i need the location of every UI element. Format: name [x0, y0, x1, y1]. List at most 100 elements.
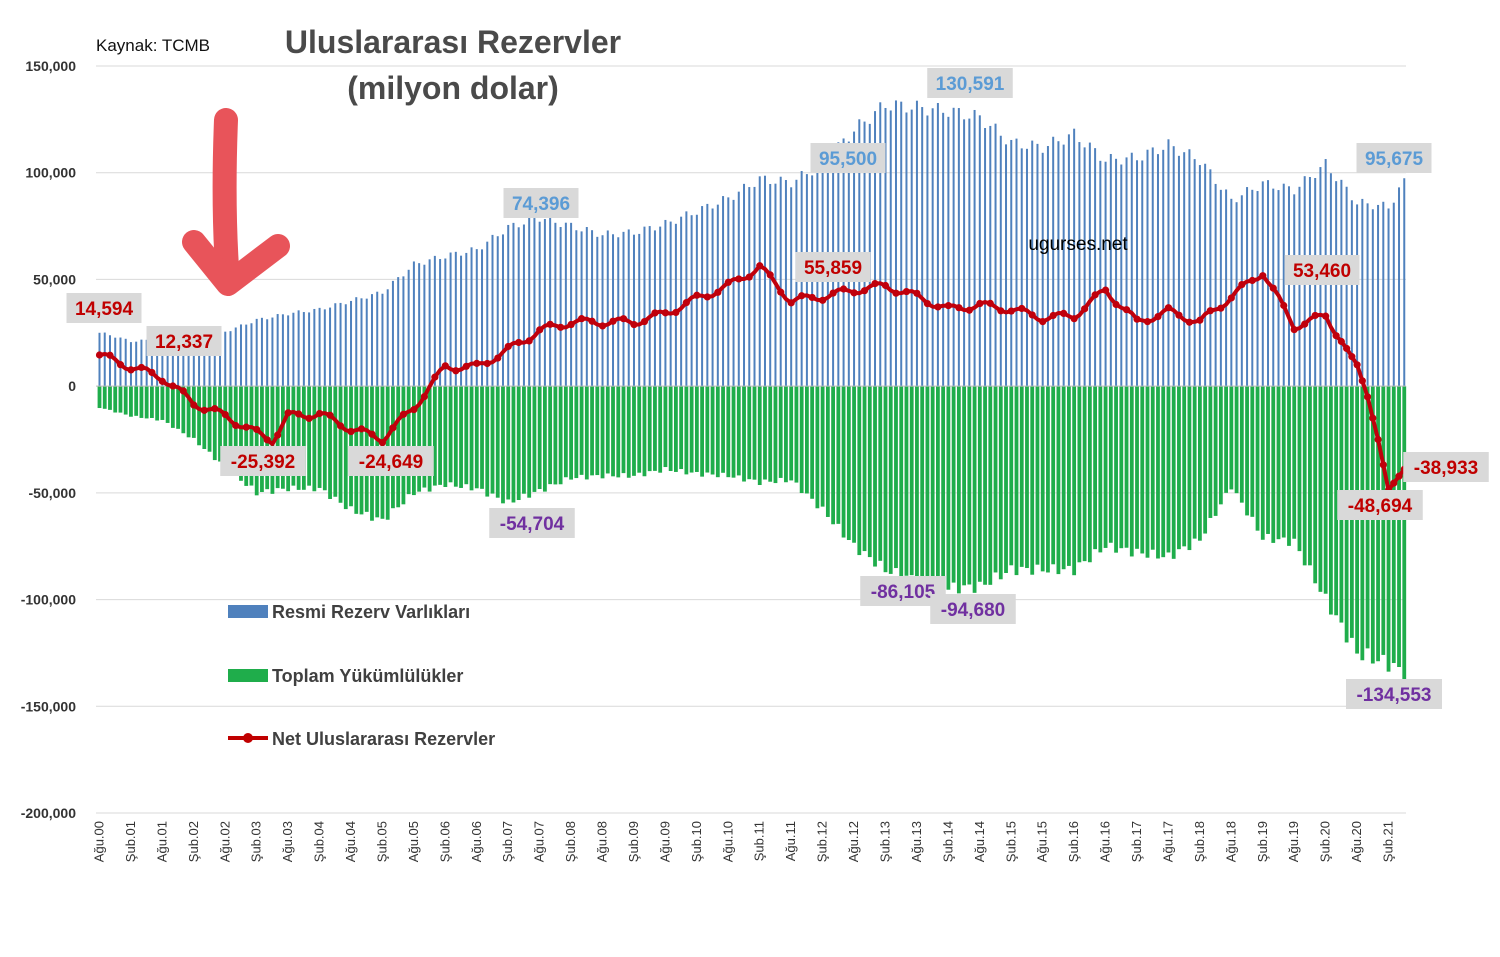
net-point — [1049, 311, 1057, 320]
liability-bar — [1255, 386, 1260, 531]
data-label-box — [503, 188, 579, 218]
net-point — [860, 287, 869, 295]
net-point — [326, 411, 334, 419]
asset-bar — [1345, 186, 1348, 387]
legend-swatch-net-marker — [243, 733, 253, 743]
liability-bar — [705, 386, 710, 473]
liability-bar — [956, 386, 961, 594]
net-point — [336, 422, 345, 430]
asset-bar — [522, 224, 525, 387]
data-label: -48,694 — [1348, 496, 1413, 517]
asset-bar — [260, 317, 263, 387]
liability-bar — [1245, 386, 1249, 516]
asset-bar — [779, 176, 782, 387]
x-tick-label: Ağu.03 — [280, 821, 295, 862]
net-point — [452, 367, 460, 375]
liability-bar — [1318, 386, 1323, 592]
x-tick-label: Şub.20 — [1318, 821, 1333, 862]
liability-bar — [752, 386, 757, 480]
asset-bar — [936, 102, 939, 387]
legend-swatch-assets — [228, 605, 268, 618]
net-point — [1290, 326, 1298, 334]
net-point — [1185, 318, 1194, 326]
liability-bar — [1019, 386, 1024, 567]
x-tick-label: Şub.08 — [563, 821, 578, 862]
asset-bar — [507, 224, 510, 387]
liability-bar — [1266, 386, 1270, 534]
liability-bar — [878, 386, 883, 561]
net-point — [577, 315, 586, 323]
asset-bar — [732, 199, 735, 387]
asset-bar — [423, 264, 426, 387]
asset-bar — [1167, 139, 1170, 387]
net-point — [1143, 318, 1152, 326]
net-point — [682, 298, 690, 307]
asset-bar — [150, 341, 153, 387]
asset-bar — [1109, 153, 1112, 387]
asset-bar — [947, 116, 950, 387]
bars — [97, 100, 1407, 682]
liability-bar — [443, 386, 448, 487]
net-point — [735, 275, 743, 283]
asset-bar — [528, 217, 531, 387]
net-point — [1301, 320, 1309, 328]
asset-bar — [208, 336, 211, 387]
net-point — [127, 366, 135, 374]
liability-bar — [474, 386, 479, 489]
asset-bar — [449, 252, 452, 387]
x-tick-label: Şub.02 — [186, 821, 201, 862]
net-point — [315, 409, 324, 418]
asset-bar — [763, 175, 766, 387]
liability-bar — [1192, 386, 1197, 539]
net-point — [1070, 315, 1078, 323]
liability-bar — [941, 386, 946, 591]
asset-bar — [397, 277, 400, 387]
liability-bar — [1004, 386, 1008, 573]
asset-bar — [344, 304, 347, 387]
asset-bar — [365, 298, 368, 387]
asset-bar — [182, 338, 185, 387]
data-label: 130,591 — [936, 74, 1005, 95]
net-point — [724, 278, 732, 286]
x-tick-label: Şub.05 — [374, 821, 389, 862]
net-point — [1112, 300, 1120, 309]
x-tick-label: Ağu.13 — [909, 821, 924, 862]
net-point — [431, 373, 439, 381]
y-tick-label: -150,000 — [21, 698, 76, 714]
asset-bar — [942, 112, 945, 387]
asset-bar — [1146, 149, 1149, 387]
legend-label-net: Net Uluslararası Rezervler — [272, 729, 495, 749]
net-point — [536, 326, 544, 334]
x-tick-label: Şub.18 — [1192, 821, 1207, 862]
asset-bar — [543, 219, 546, 387]
data-label: -54,704 — [500, 514, 565, 535]
x-tick-label: Ağu.06 — [469, 821, 484, 862]
asset-bar — [549, 216, 552, 387]
data-label: 95,675 — [1365, 149, 1424, 170]
asset-bar — [156, 339, 159, 387]
liability-bar — [239, 386, 243, 481]
asset-bar — [355, 297, 358, 387]
asset-bar — [1219, 189, 1222, 387]
asset-bar — [1057, 141, 1060, 387]
net-point — [221, 410, 229, 419]
asset-bar — [234, 327, 237, 387]
liability-bar — [899, 386, 904, 581]
net-point — [389, 424, 397, 432]
data-label: 55,859 — [804, 258, 862, 279]
asset-bar — [737, 191, 740, 387]
net-point — [295, 410, 303, 418]
x-tick-label: Ağu.19 — [1286, 821, 1301, 862]
liability-bar — [841, 386, 846, 538]
liability-bar — [689, 386, 694, 473]
asset-bar — [1251, 189, 1254, 387]
liability-bar — [233, 386, 238, 474]
liability-bar — [1229, 386, 1234, 490]
liability-bar — [1114, 386, 1118, 553]
liability-bar — [1051, 386, 1056, 565]
asset-bar — [318, 307, 321, 387]
liability-bar — [207, 386, 212, 452]
net-point — [1133, 315, 1141, 323]
liability-bar — [862, 386, 867, 552]
data-label-box — [66, 293, 142, 323]
